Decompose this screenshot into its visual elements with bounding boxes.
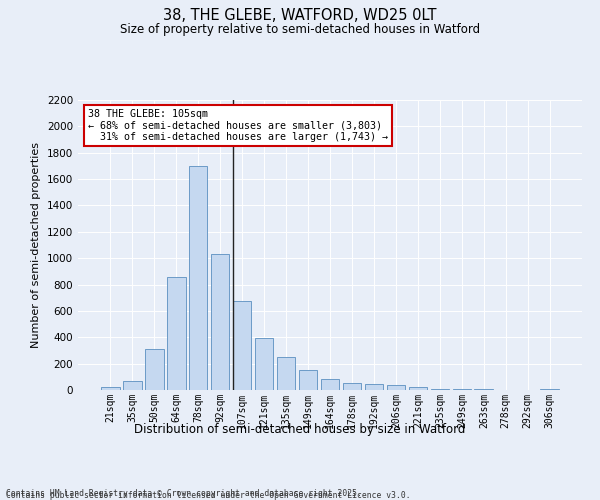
Bar [211, 254, 229, 390]
Text: Size of property relative to semi-detached houses in Watford: Size of property relative to semi-detach… [120, 22, 480, 36]
Text: Contains public sector information licensed under the Open Government Licence v3: Contains public sector information licen… [6, 491, 410, 500]
Bar [452, 389, 471, 390]
Text: 38, THE GLEBE, WATFORD, WD25 0LT: 38, THE GLEBE, WATFORD, WD25 0LT [163, 8, 437, 22]
Bar [167, 276, 185, 390]
Bar [189, 166, 208, 390]
Bar [145, 349, 164, 390]
Bar [255, 338, 274, 390]
Bar [277, 357, 295, 390]
Bar [365, 384, 383, 390]
Bar [343, 384, 361, 390]
Bar [123, 381, 142, 390]
Bar [101, 388, 119, 390]
Bar [299, 370, 317, 390]
Bar [320, 380, 340, 390]
Text: Contains HM Land Registry data © Crown copyright and database right 2025.: Contains HM Land Registry data © Crown c… [6, 488, 362, 498]
Bar [541, 388, 559, 390]
Bar [431, 389, 449, 390]
Text: 38 THE GLEBE: 105sqm
← 68% of semi-detached houses are smaller (3,803)
  31% of : 38 THE GLEBE: 105sqm ← 68% of semi-detac… [88, 108, 388, 142]
Bar [409, 388, 427, 390]
Text: Distribution of semi-detached houses by size in Watford: Distribution of semi-detached houses by … [134, 422, 466, 436]
Y-axis label: Number of semi-detached properties: Number of semi-detached properties [31, 142, 41, 348]
Bar [233, 301, 251, 390]
Bar [386, 386, 405, 390]
